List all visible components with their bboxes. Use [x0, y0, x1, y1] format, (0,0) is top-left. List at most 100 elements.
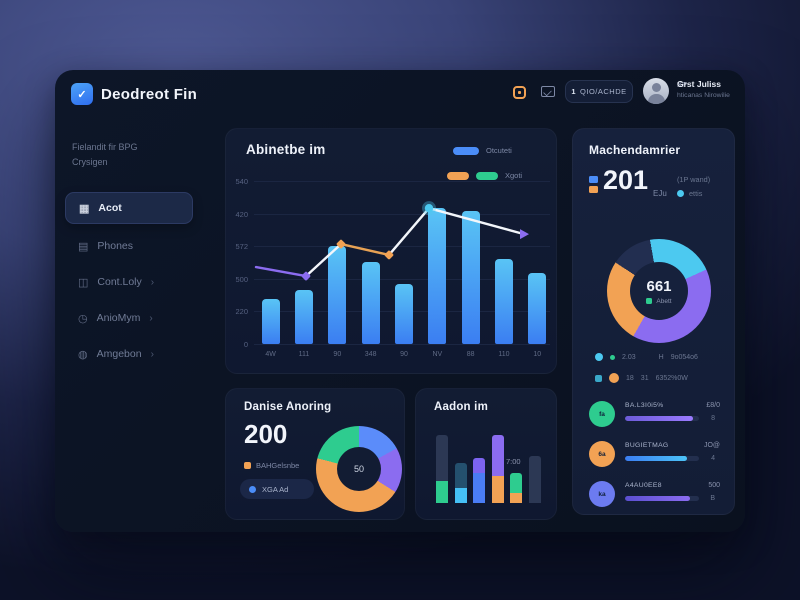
device-filter-pill[interactable]: XGA Ad	[240, 479, 314, 499]
stacked-bar	[473, 458, 485, 503]
user-subtitle: hticanas Nirowilie	[677, 92, 730, 99]
sidebar-item-label: Phones	[97, 240, 134, 252]
progress-track	[625, 496, 699, 501]
user-badge: XP	[677, 80, 688, 89]
dot-icon	[249, 485, 256, 493]
stacked-bar	[510, 473, 522, 503]
user-avatar[interactable]	[643, 78, 669, 104]
legend-item-2[interactable]: Xgoti	[447, 171, 522, 180]
button-label: QIO/ACHDE	[580, 87, 627, 96]
x-tick-label: 90	[400, 351, 408, 358]
stacked-bar	[454, 463, 467, 503]
bar	[295, 290, 313, 344]
x-tick-label: 348	[364, 351, 377, 358]
x-tick-label: 4W	[265, 351, 276, 358]
y-tick-label: 572	[235, 242, 248, 251]
apps-icon[interactable]	[513, 86, 526, 99]
sidebar-item-label: AnioMym	[96, 312, 141, 324]
check-icon: ✓	[77, 88, 87, 101]
square-icon	[595, 374, 602, 382]
x-tick-label: 10	[533, 351, 542, 358]
sidebar-item-contloly[interactable]: ◫ Cont.Loly ›	[65, 266, 193, 298]
panel-title: Machendamrier	[589, 143, 681, 157]
progress-fill	[625, 456, 688, 461]
chevron-right-icon: ›	[149, 312, 153, 324]
progress-value: £8/0	[706, 402, 720, 409]
progress-label: BUGIETMAG	[625, 442, 669, 449]
button-prefix: 1	[571, 87, 577, 96]
trend-line	[254, 201, 529, 281]
chart-annotation: 7:00	[506, 457, 521, 466]
legend-swatch-green	[646, 298, 653, 304]
chevron-right-icon: ›	[150, 276, 155, 288]
bar-line-chart-plot	[254, 181, 554, 344]
stat-value: 201	[603, 165, 649, 195]
progress-subvalue: B	[710, 495, 715, 502]
avatar-badge: 6a	[589, 441, 615, 467]
donut-center: 661 Abett	[630, 262, 688, 320]
sidebar-item-aniomym[interactable]: ◷ AnioMym ›	[65, 302, 193, 334]
legend-swatch-orange	[447, 171, 469, 180]
sidebar-item-phones[interactable]: ▤ Phones	[65, 230, 193, 262]
stat-suffix: EJu	[653, 189, 667, 198]
stat-value: 200	[244, 419, 288, 449]
sidebar-item-amgebon[interactable]: ◍ Amgebon ›	[65, 338, 193, 370]
x-tick-label: 88	[466, 351, 475, 358]
dot-icon	[610, 354, 615, 360]
user-info[interactable]: Grst Juliss XP hticanas Nirowilie	[677, 79, 739, 99]
stat-note: ettis	[689, 189, 703, 198]
y-tick-label: 420	[235, 210, 248, 219]
dot-icon	[595, 353, 603, 361]
donut-center-value: 661	[646, 277, 672, 295]
analytics-card: Abinetbe im Otcuteti Xgoti 540 420 572 5…	[225, 128, 557, 374]
legend-item-1[interactable]: Otcuteti	[453, 146, 512, 155]
bar	[495, 259, 513, 344]
user-name: Grst Juliss XP	[677, 79, 721, 89]
stacked-bar-chart	[434, 411, 554, 503]
briefcase-icon: ◫	[78, 276, 89, 289]
pill-label: XGA Ad	[262, 484, 289, 494]
gridline	[254, 279, 550, 280]
avatar-badge: fa	[589, 401, 615, 427]
message-icon[interactable]	[541, 86, 555, 97]
progress-track	[625, 456, 699, 461]
sidebar-item-label: Amgebon	[96, 348, 142, 360]
donut-legend-row[interactable]: 18 31 6352%0W	[595, 373, 688, 383]
x-tick-label: 110	[498, 351, 510, 358]
legend-swatch-orange	[589, 186, 598, 193]
clock-icon: ◷	[78, 312, 88, 325]
x-tick-label: 90	[333, 351, 342, 358]
header-action-button[interactable]: 1 QIO/ACHDE	[565, 80, 633, 103]
stat-note-row: ettis	[677, 189, 702, 198]
progress-track	[625, 416, 699, 421]
bar	[528, 273, 547, 344]
progress-row: 6a BUGIETMAG JO@ 4	[589, 441, 720, 471]
progress-row: fa BA.L3I0i5% £8/0 8	[589, 401, 720, 431]
circle-icon	[609, 373, 619, 383]
legend-label: BAHGelsnbe	[256, 461, 300, 470]
legend-swatch-green	[476, 171, 498, 180]
progress-subvalue: 4	[711, 455, 715, 462]
progress-label: A4AU0EE8	[625, 482, 662, 489]
donut-center: 50	[337, 447, 381, 491]
chevron-right-icon: ›	[150, 348, 154, 360]
sidebar-heading: Fielandit fir BPG Crysigen	[72, 142, 138, 167]
progress-label: BA.L3I0i5%	[625, 402, 664, 409]
legend-swatch-blue	[453, 146, 479, 155]
bar	[461, 211, 480, 344]
progress-fill	[625, 496, 691, 501]
sidebar-item-label: Acot	[98, 202, 122, 214]
stacked-bar	[528, 456, 541, 503]
gridline	[254, 246, 550, 247]
sidebar-item-acot[interactable]: ▦ Acot	[65, 192, 193, 224]
avatar-body	[647, 94, 665, 104]
donut-legend-row[interactable]: 2.03 H 9o054o6	[595, 353, 698, 361]
avatar-badge: ka	[589, 481, 615, 507]
progress-row: ka A4AU0EE8 500 B	[589, 481, 720, 511]
globe-icon: ◍	[78, 348, 88, 361]
donut-center-sub: Abett	[646, 298, 672, 305]
bar	[395, 284, 413, 344]
y-tick-label: 500	[235, 275, 248, 284]
x-tick-label: NV	[432, 351, 443, 358]
grid-icon: ▦	[79, 202, 90, 215]
